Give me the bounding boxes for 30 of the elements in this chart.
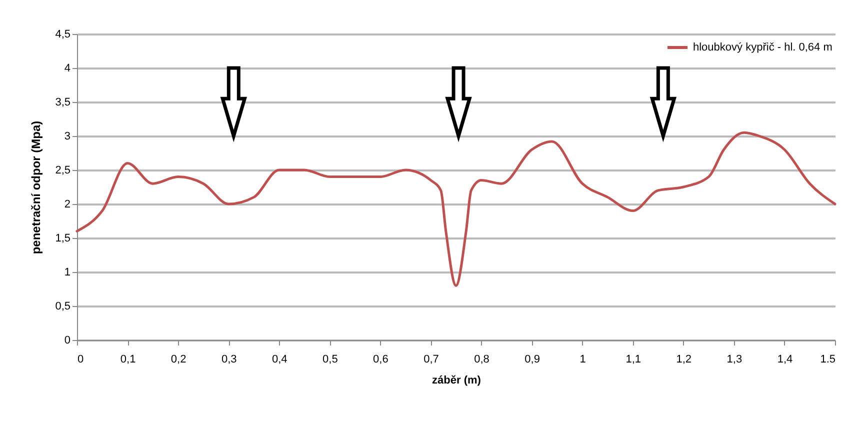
y-tick-label: 0 <box>64 334 70 346</box>
y-tick-label: 2,5 <box>55 164 70 176</box>
y-tick-label: 0,5 <box>55 300 70 312</box>
legend-label: hloubkový kypřič - hl. 0,64 m <box>693 42 832 54</box>
y-tick-label: 2 <box>64 198 70 210</box>
line-series <box>76 131 836 287</box>
x-tick-label: 0,2 <box>170 354 186 366</box>
x-tick-label: 0,1 <box>120 354 136 366</box>
y-tick-label: 3 <box>64 130 70 142</box>
y-tick-label: 3,5 <box>55 96 70 108</box>
x-tick-label: 0,7 <box>424 354 439 366</box>
x-tick-label: 1 <box>580 354 586 366</box>
y-tick-label: 1 <box>64 266 70 278</box>
x-tick-label: 0,8 <box>474 354 490 366</box>
y-tick-label: 4,5 <box>55 28 70 40</box>
x-axis-title: záběr (m) <box>432 374 482 386</box>
x-tick-label: 0,4 <box>272 354 288 366</box>
x-tick-label: 1.5 <box>820 354 836 366</box>
x-tick-label: 0,5 <box>322 354 338 366</box>
x-tick-label: 1,3 <box>726 354 742 366</box>
x-tick-label: 1,2 <box>676 354 692 366</box>
x-tick-label: 0 <box>78 354 84 366</box>
y-tick-label: 4 <box>64 62 70 74</box>
x-tick-label: 0,9 <box>524 354 540 366</box>
y-tick-label: 1,5 <box>55 232 70 244</box>
y-axis-title: penetrační odpor (Mpa) <box>29 120 44 254</box>
x-tick-label: 0,3 <box>221 354 237 366</box>
x-tick-label: 0,6 <box>373 354 388 366</box>
x-tick-label: 1,1 <box>626 354 642 366</box>
x-tick-label: 1,4 <box>777 354 793 366</box>
